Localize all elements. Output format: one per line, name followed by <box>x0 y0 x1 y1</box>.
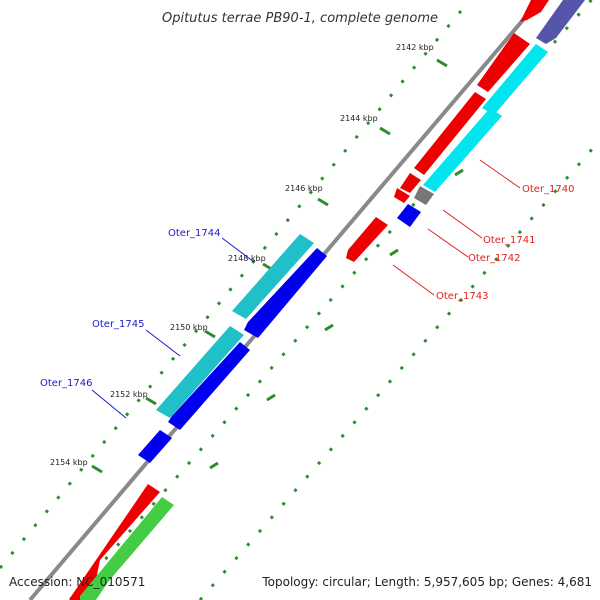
outer-dotted-line <box>0 0 472 569</box>
reverse-small-feature[interactable] <box>397 204 421 227</box>
forward-strand-features <box>70 0 585 600</box>
leader-line <box>427 228 469 258</box>
purple-feature[interactable] <box>536 0 585 44</box>
map-title: Opitutus terrae PB90-1, complete genome <box>162 11 438 26</box>
green-feature[interactable] <box>80 497 174 600</box>
tick-marks <box>91 45 515 474</box>
reverse-strand-features <box>138 234 327 463</box>
reverse-cds-feature[interactable] <box>138 430 172 463</box>
gene-label[interactable]: Oter_1744 <box>168 228 221 239</box>
gene-labels: Oter_1740 Oter_1741 Oter_1742 Oter_1743 … <box>40 184 575 389</box>
forward-cds-feature[interactable] <box>394 188 410 203</box>
gene-label[interactable]: Oter_1743 <box>436 291 489 302</box>
genome-summary-text: Topology: circular; Length: 5,957,605 bp… <box>261 575 592 589</box>
reverse-rna-feature[interactable] <box>156 326 244 418</box>
tick-label: 2146 kbp <box>285 184 323 193</box>
leader-line <box>91 389 127 419</box>
tick-label: 2142 kbp <box>396 43 434 52</box>
tick-mark <box>209 461 219 470</box>
reverse-cds-feature[interactable] <box>244 248 327 338</box>
forward-cds-feature[interactable] <box>414 92 486 175</box>
accession-text: Accession: NC_010571 <box>9 575 145 589</box>
reverse-rna-feature[interactable] <box>232 234 314 319</box>
tick-mark <box>436 58 448 68</box>
leader-line <box>221 237 255 263</box>
gene-label[interactable]: Oter_1745 <box>92 319 145 330</box>
tick-label: 2152 kbp <box>110 390 148 399</box>
forward-cds-feature[interactable] <box>400 173 421 193</box>
tick-mark <box>204 329 216 339</box>
gene-label[interactable]: Oter_1741 <box>483 235 536 246</box>
tick-label: 2144 kbp <box>340 114 378 123</box>
inner-dotted-line <box>198 139 600 600</box>
forward-cds-feature[interactable] <box>477 33 530 92</box>
tick-label: 2154 kbp <box>50 458 88 467</box>
leader-line <box>479 159 521 189</box>
gene-label[interactable]: Oter_1742 <box>468 253 521 264</box>
gene-label[interactable]: Oter_1740 <box>522 184 575 195</box>
gene-label[interactable]: Oter_1746 <box>40 378 93 389</box>
tick-mark <box>324 323 334 332</box>
tick-mark <box>389 248 399 257</box>
tick-mark <box>91 464 103 474</box>
tick-label: 2148 kbp <box>228 254 266 263</box>
gene-leader-lines <box>91 159 521 419</box>
leader-line <box>392 264 435 296</box>
leader-line <box>442 209 483 239</box>
tick-label: 2150 kbp <box>170 323 208 332</box>
forward-cds-feature[interactable] <box>70 484 160 600</box>
forward-cds-feature[interactable] <box>346 217 388 262</box>
tick-mark <box>317 197 329 207</box>
tick-mark <box>379 126 391 136</box>
tick-mark <box>145 396 157 406</box>
leader-line <box>145 329 181 357</box>
forward-rna-feature[interactable] <box>423 108 502 192</box>
tick-mark <box>266 393 276 402</box>
forward-cds-feature[interactable] <box>520 0 549 22</box>
forward-rna-feature[interactable] <box>482 44 548 115</box>
reverse-cds-feature[interactable] <box>168 342 250 430</box>
tick-mark <box>454 168 464 177</box>
tick-labels: 2142 kbp 2144 kbp 2146 kbp 2148 kbp 2150… <box>50 43 434 467</box>
middle-dotted-line <box>68 0 594 600</box>
gray-feature[interactable] <box>414 186 434 205</box>
